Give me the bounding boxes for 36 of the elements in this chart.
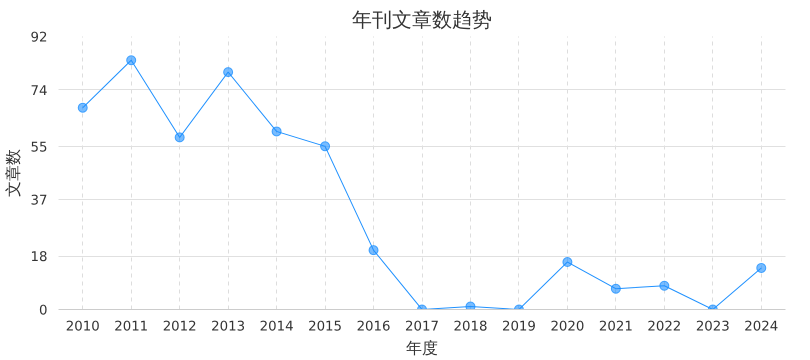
point: [320, 141, 330, 152]
point: [562, 257, 572, 268]
x-tick-label: 2018: [454, 320, 488, 334]
x-tick-label: 2024: [744, 320, 778, 334]
y-tick-label: 0: [39, 304, 48, 318]
x-tick-label: 2017: [405, 320, 439, 334]
y-tick-label: 37: [30, 194, 48, 209]
x-tick-label: 2015: [308, 320, 342, 334]
x-tick-label: 2010: [66, 320, 100, 334]
y-tick-label: 18: [30, 250, 48, 266]
y-tick-label: 92: [30, 30, 48, 46]
point: [465, 302, 476, 310]
x-tick-label: 2021: [598, 320, 633, 334]
point: [659, 280, 670, 291]
y-tick-label: 74: [30, 84, 48, 99]
point: [272, 126, 282, 136]
x-tick-label: 2019: [502, 320, 536, 334]
x-tick-label: 2016: [356, 320, 390, 334]
x-tick-label: 2011: [114, 320, 148, 334]
point: [610, 284, 621, 294]
x-tick-label: 2023: [696, 320, 730, 334]
x-tick-label: 2012: [162, 320, 197, 334]
point: [223, 67, 234, 78]
point: [126, 55, 136, 66]
x-tick-label: 2022: [647, 320, 682, 334]
chart-title: 年刊文章数趋势: [352, 8, 492, 32]
y-tick-label: 55: [30, 140, 48, 156]
x-tick-label: 2013: [211, 320, 246, 334]
x-tick-label: 2020: [550, 320, 584, 334]
point: [368, 245, 379, 256]
point: [174, 132, 185, 142]
x-tick-label: 2014: [260, 320, 294, 334]
point: [756, 262, 766, 273]
x-axis-title: 年度: [406, 338, 438, 358]
point: [78, 102, 88, 113]
y-axis-title: 文章数: [4, 149, 23, 197]
